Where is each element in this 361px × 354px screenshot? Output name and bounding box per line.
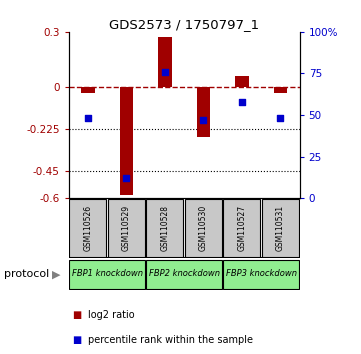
Bar (262, 199, 299, 258)
Text: GSM110527: GSM110527 (238, 205, 246, 251)
Bar (158, 38, 171, 87)
Bar (223, 199, 260, 258)
Bar (119, 87, 133, 195)
Text: protocol: protocol (4, 269, 49, 279)
Bar (197, 87, 210, 137)
Bar (81, 87, 95, 93)
Bar (223, 260, 299, 289)
Text: log2 ratio: log2 ratio (88, 310, 135, 320)
Bar (108, 199, 145, 258)
Text: GSM110528: GSM110528 (160, 205, 169, 251)
Point (85, 115, 91, 121)
Title: GDS2573 / 1750797_1: GDS2573 / 1750797_1 (109, 18, 259, 31)
Text: FBP1 knockdown: FBP1 knockdown (71, 269, 143, 278)
Point (278, 115, 283, 121)
Bar (146, 260, 222, 289)
Bar (69, 260, 145, 289)
Text: GSM110529: GSM110529 (122, 205, 131, 251)
Point (239, 99, 245, 104)
Point (200, 117, 206, 123)
Bar (274, 87, 287, 93)
Text: FBP3 knockdown: FBP3 knockdown (226, 269, 297, 278)
Text: ■: ■ (72, 335, 82, 345)
Bar (146, 199, 183, 258)
Text: percentile rank within the sample: percentile rank within the sample (88, 335, 253, 345)
Text: ▶: ▶ (52, 269, 61, 279)
Text: FBP2 knockdown: FBP2 knockdown (149, 269, 219, 278)
Text: ■: ■ (72, 310, 82, 320)
Bar (69, 199, 106, 258)
Point (123, 176, 129, 181)
Bar (185, 199, 222, 258)
Point (162, 69, 168, 75)
Text: GSM110526: GSM110526 (83, 205, 92, 251)
Text: GSM110531: GSM110531 (276, 205, 285, 251)
Bar (235, 76, 249, 87)
Text: GSM110530: GSM110530 (199, 205, 208, 251)
